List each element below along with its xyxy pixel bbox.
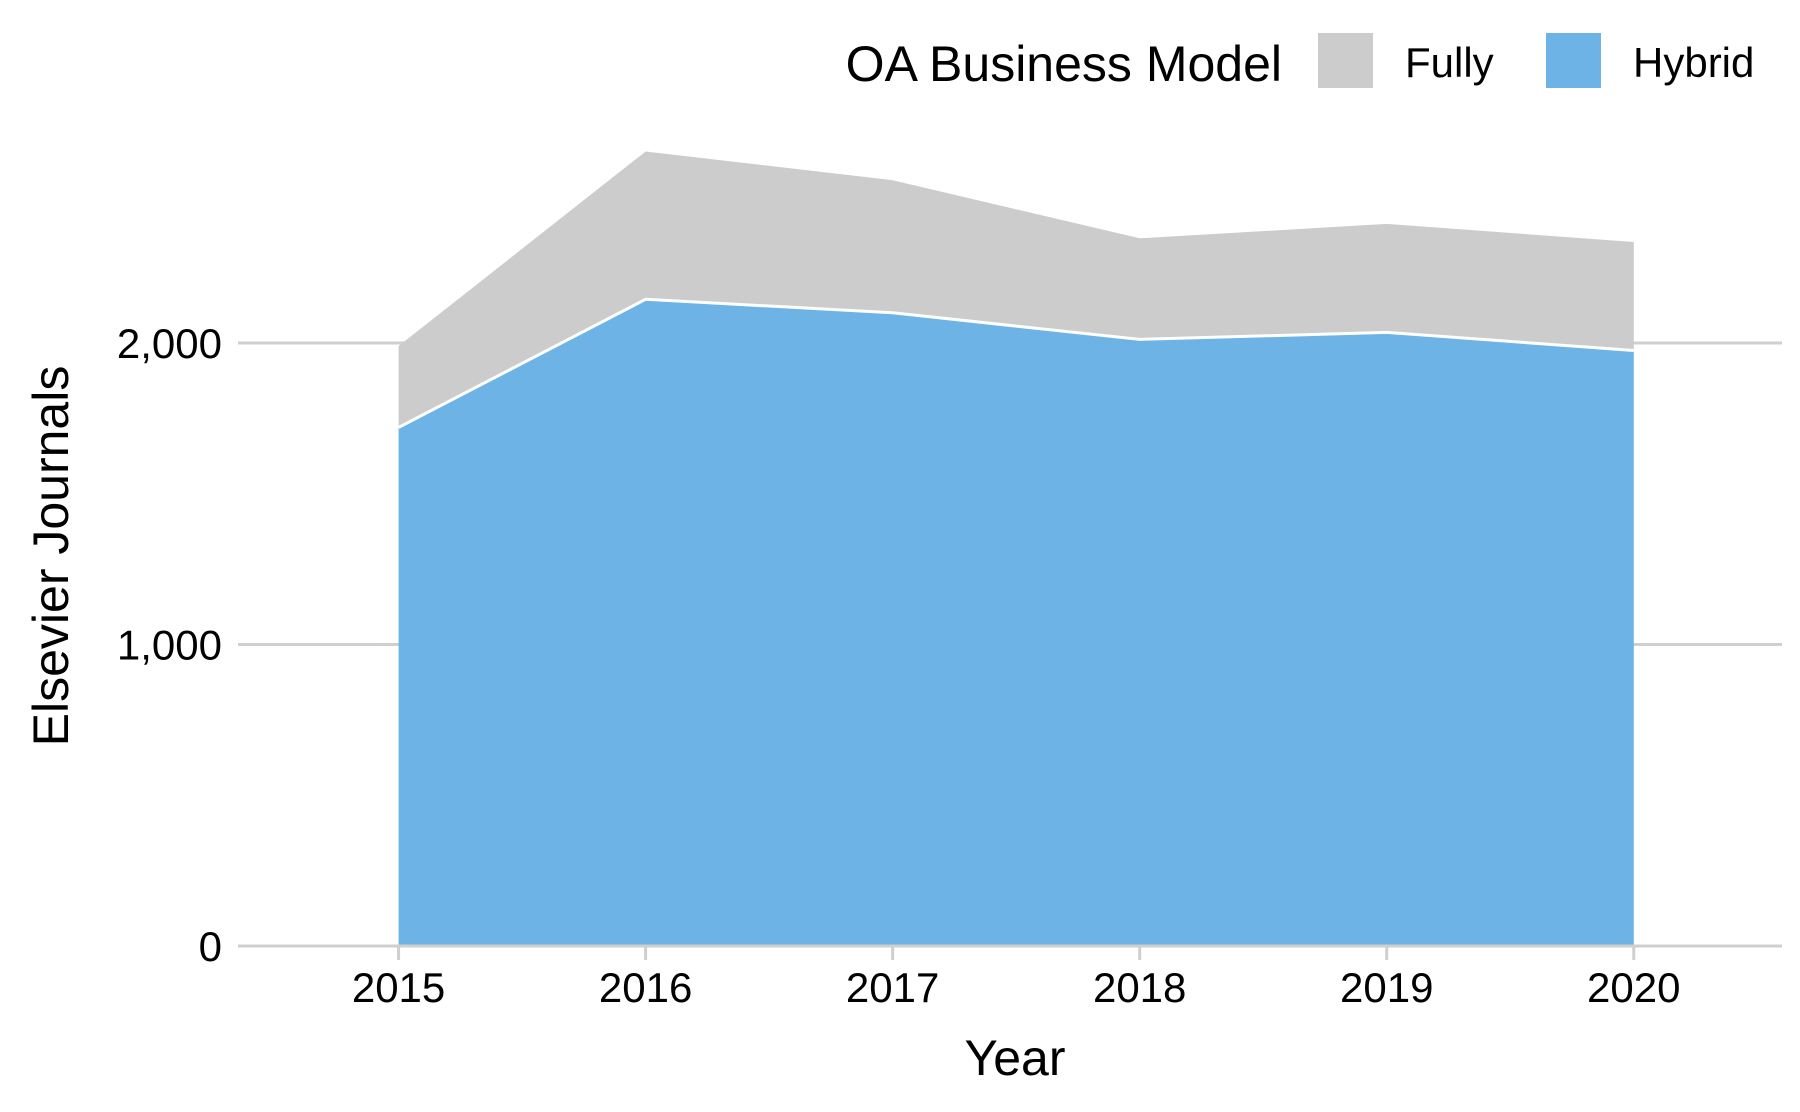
legend-label-fully: Fully [1405, 39, 1494, 86]
y-axis-title: Elsevier Journals [23, 366, 79, 747]
area-series [397, 151, 1634, 946]
x-tick-label-0: 2015 [352, 964, 445, 1011]
legend-label-hybrid: Hybrid [1633, 39, 1754, 86]
legend: OA Business Model Fully Hybrid [846, 33, 1754, 92]
x-tick-label-4: 2019 [1340, 964, 1433, 1011]
series-boundary-line [397, 297, 1634, 429]
y-tick-label-0: 0 [199, 923, 222, 970]
legend-swatch-fully [1318, 33, 1373, 88]
x-tick-label-5: 2020 [1587, 964, 1680, 1011]
area-fully [398, 151, 1634, 428]
x-tick-label-2: 2017 [846, 964, 939, 1011]
x-axis-title: Year [964, 1030, 1065, 1086]
y-axis-tick-labels: 0 1,000 2,000 [117, 320, 222, 970]
y-tick-label-2: 2,000 [117, 320, 222, 367]
x-tick-label-3: 2018 [1093, 964, 1186, 1011]
area-hybrid [398, 299, 1634, 946]
legend-title: OA Business Model [846, 36, 1282, 92]
x-tick-label-1: 2016 [599, 964, 692, 1011]
y-tick-label-1: 1,000 [117, 621, 222, 668]
legend-swatch-hybrid [1546, 33, 1601, 88]
x-axis-ticks: 2015 2016 2017 2018 2019 2020 [238, 944, 1782, 1011]
